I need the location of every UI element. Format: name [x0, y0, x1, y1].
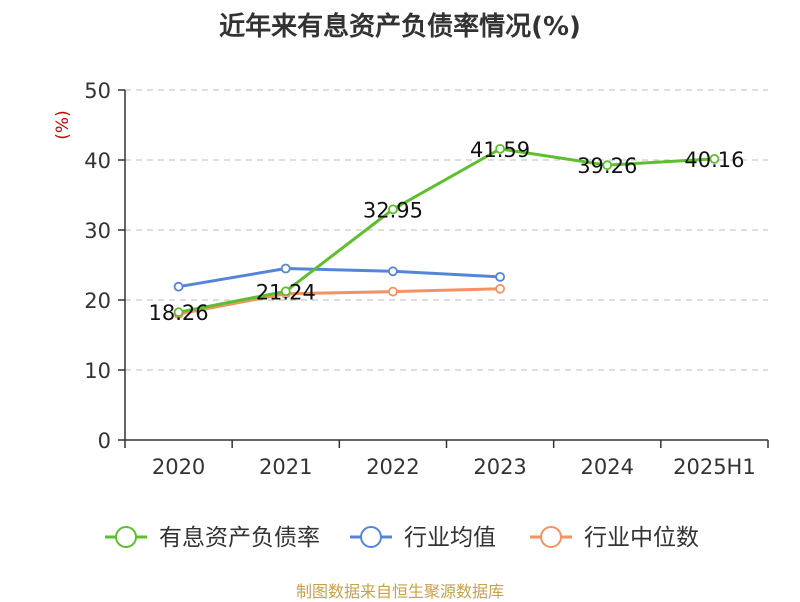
x-tick-label-2021: 2021 — [259, 455, 312, 479]
y-tick-label-0: 0 — [98, 429, 111, 453]
legend-item-1[interactable]: 有息资产负债率 — [105, 525, 320, 551]
gridlines — [125, 89, 768, 371]
series-line-1 — [178, 147, 715, 314]
series-line-2 — [178, 267, 501, 289]
axes: 0 10 20 30 40 50 (%) 2020 2021 2022 2023 2024 2025H1 — [53, 79, 769, 479]
data-point-s1-2024 — [602, 160, 613, 171]
chart-title: 近年来有息资产负债率情况(%) — [219, 12, 581, 42]
data-label-2025H1: 40.16 — [684, 148, 744, 172]
y-tick-label-20: 20 — [84, 289, 111, 313]
data-point-s1-2021 — [280, 286, 291, 297]
data-point-s1-2022 — [388, 204, 398, 215]
legend-label-1: 有息资产负债率 — [159, 525, 320, 551]
y-tick-label-40: 40 — [84, 149, 111, 173]
x-tick-label-2022: 2022 — [366, 455, 419, 479]
x-tick-label-2023: 2023 — [473, 455, 526, 479]
data-point-s3-2023 — [495, 283, 505, 294]
data-point-s2-2021 — [280, 263, 291, 274]
x-tick-label-2020: 2020 — [152, 455, 205, 479]
x-tick-label-2025H1: 2025H1 — [673, 455, 756, 479]
legend-label-3: 行业中位数 — [584, 525, 699, 551]
legend-item-3[interactable]: 行业中位数 — [530, 525, 699, 551]
data-point-s1-2025H1 — [709, 153, 720, 164]
data-point-s1-2023 — [495, 143, 505, 154]
data-point-s1-2020 — [173, 307, 184, 318]
data-label-2023: 41.59 — [470, 138, 530, 162]
y-tick-label-30: 30 — [84, 219, 111, 243]
series-lines — [173, 143, 720, 319]
data-label-2022: 32.95 — [363, 198, 423, 222]
data-label-2024: 39.26 — [577, 154, 637, 178]
data-point-s2-2022 — [388, 266, 398, 277]
legend-swatch-marker-3 — [540, 526, 562, 548]
legend-item-2[interactable]: 行业均值 — [350, 525, 496, 551]
series-line-3 — [178, 287, 501, 316]
y-tick-label-50: 50 — [84, 79, 111, 103]
y-tick-label-10: 10 — [84, 359, 111, 383]
legend-label-2: 行业均值 — [404, 525, 496, 551]
data-label-2021: 21.24 — [256, 280, 316, 304]
data-labels: 18.26 21.24 32.95 41.59 39.26 40.16 — [149, 138, 745, 325]
data-point-s2-2023 — [495, 271, 505, 282]
legend-swatch-marker-1 — [115, 526, 137, 548]
x-tick-label-2024: 2024 — [581, 455, 634, 479]
source-note: 制图数据来自恒生聚源数据库 — [295, 582, 504, 601]
legend[interactable]: 有息资产负债率 行业均值 行业中位数 — [105, 525, 699, 551]
data-point-s3-2022 — [388, 286, 398, 297]
y-axis-label: (%) — [53, 110, 73, 139]
data-point-s2-2020 — [173, 281, 184, 292]
data-label-2020: 18.26 — [149, 301, 209, 325]
legend-swatch-marker-2 — [360, 526, 382, 548]
